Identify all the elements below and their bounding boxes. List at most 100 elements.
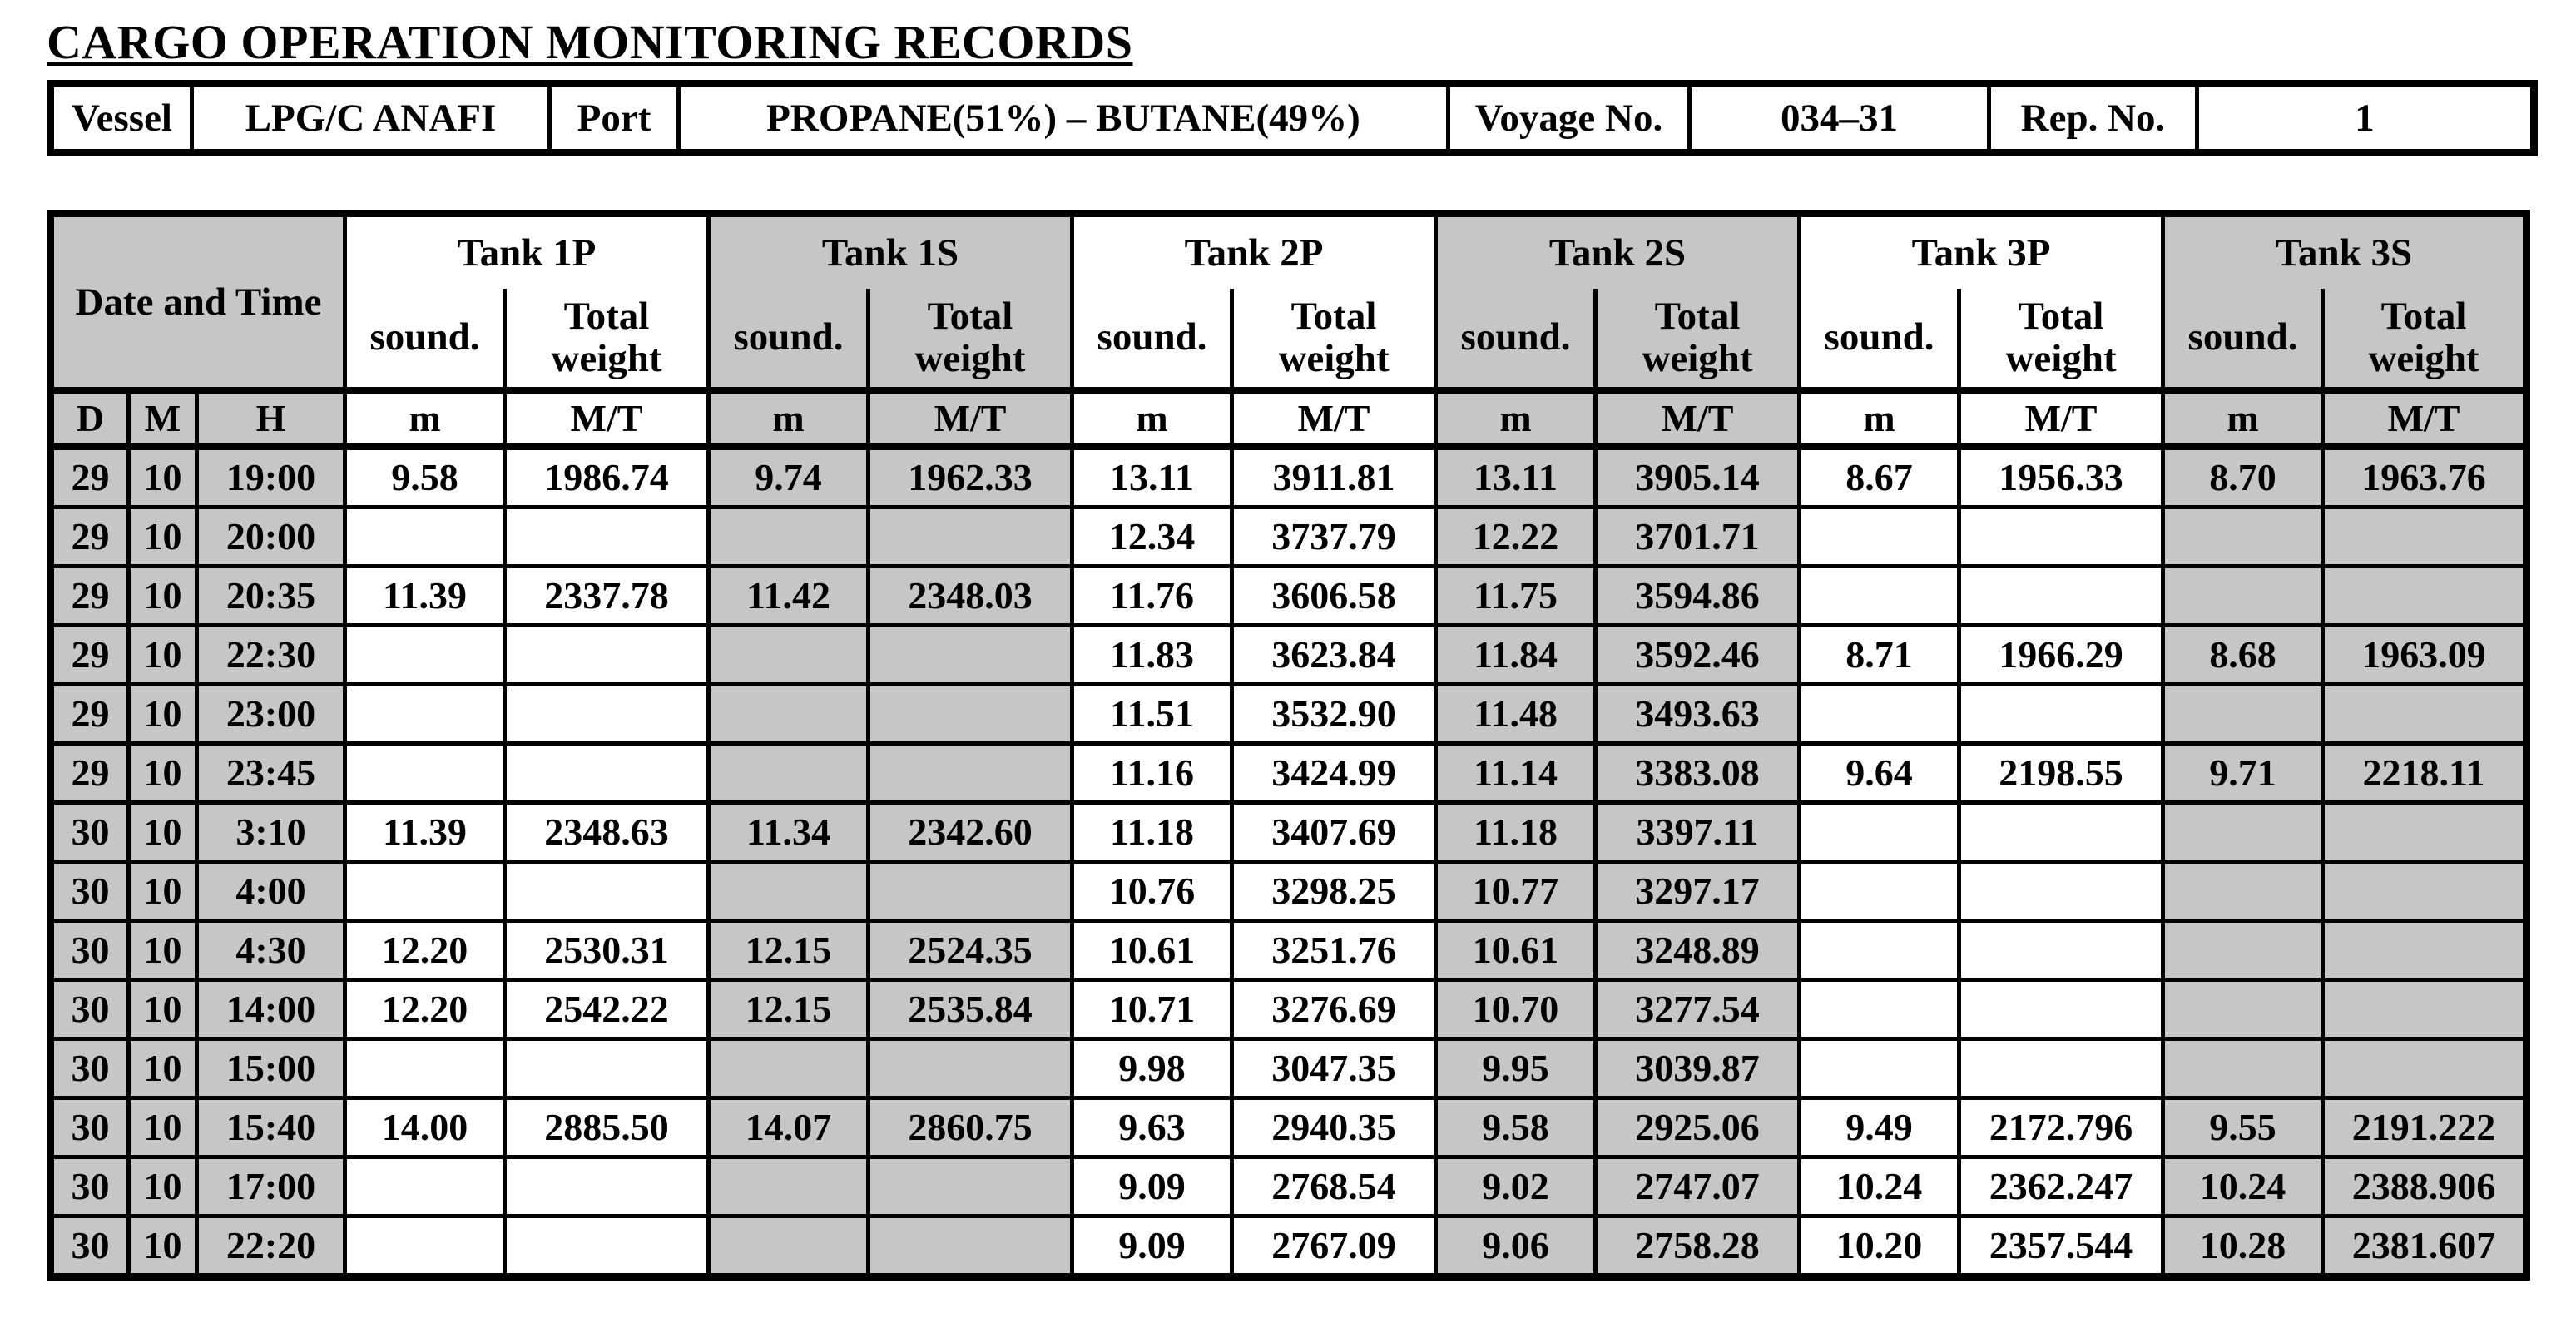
vessel-info-row: Vessel LPG/C ANAFI Port PROPANE(51%) – B… bbox=[48, 81, 2536, 155]
tank-3s-sounding-cell: 9.55 bbox=[2161, 1095, 2326, 1159]
month-cell: 10 bbox=[126, 504, 199, 568]
tank-3p-sounding-cell bbox=[1797, 918, 1962, 982]
voyage-label: Voyage No. bbox=[1446, 81, 1692, 155]
day-cell: 30 bbox=[48, 800, 131, 864]
tank-3s-sounding-cell: 10.28 bbox=[2161, 1213, 2326, 1279]
page-title: CARGO OPERATION MONITORING RECORDS bbox=[47, 15, 1133, 69]
tank-1p-weight-cell bbox=[503, 1213, 711, 1279]
unit-tank-3p-weight: M/T bbox=[1957, 386, 2166, 450]
tank-2s-sounding-cell: 13.11 bbox=[1434, 443, 1598, 509]
tank-3p-sounding-cell bbox=[1797, 859, 1962, 923]
tank-3p-weight-cell bbox=[1957, 918, 2166, 982]
table-row: 29 10 20:35 11.39 2337.78 11.42 2348.03 11.76… bbox=[48, 563, 2529, 627]
day-cell: 29 bbox=[48, 504, 131, 568]
tank-1s-sounding-cell bbox=[706, 504, 870, 568]
tank-3p-weight-cell: 1956.33 bbox=[1957, 443, 2166, 509]
tank-2p-weight-cell: 3623.84 bbox=[1230, 622, 1439, 686]
tank-2s-weight-cell: 3701.71 bbox=[1593, 504, 1802, 568]
table-row: 29 10 19:00 9.58 1986.74 9.74 1962.33 13.11 39… bbox=[48, 443, 2529, 509]
tank-2s-weight-cell: 2758.28 bbox=[1593, 1213, 1802, 1279]
tank-3p-weight-cell bbox=[1957, 977, 2166, 1041]
tank-2s-weight-cell: 3248.89 bbox=[1593, 918, 1802, 982]
subheader-tank-3s-total-weight: Total weight bbox=[2321, 286, 2529, 394]
tank-1p-sounding-cell: 9.58 bbox=[343, 443, 507, 509]
month-cell: 10 bbox=[126, 741, 199, 805]
tank-3s-weight-cell bbox=[2321, 563, 2529, 627]
header-date-col-d: D bbox=[48, 386, 131, 450]
tank-2s-weight-cell: 3297.17 bbox=[1593, 859, 1802, 923]
hour-cell: 15:00 bbox=[195, 1036, 347, 1100]
day-cell: 29 bbox=[48, 563, 131, 627]
table-row: 29 10 23:45 11.16 3424.99 11.14 3383.08 9.64 2… bbox=[48, 741, 2529, 805]
subheader-tank-2s-sounding: sound. bbox=[1434, 286, 1598, 394]
tank-1s-sounding-cell: 12.15 bbox=[706, 918, 870, 982]
tank-1s-weight-cell: 1962.33 bbox=[865, 443, 1075, 509]
hour-cell: 19:00 bbox=[195, 443, 347, 509]
tank-2p-sounding-cell: 10.71 bbox=[1070, 977, 1235, 1041]
tank-2s-sounding-cell: 11.75 bbox=[1434, 563, 1598, 627]
tank-1p-sounding-cell bbox=[343, 741, 507, 805]
unit-tank-2s-weight: M/T bbox=[1593, 386, 1802, 450]
hour-cell: 4:30 bbox=[195, 918, 347, 982]
month-cell: 10 bbox=[126, 1095, 199, 1159]
tank-3p-sounding-cell bbox=[1797, 1036, 1962, 1100]
tank-3s-sounding-cell bbox=[2161, 563, 2326, 627]
tank-3s-weight-cell: 1963.09 bbox=[2321, 622, 2529, 686]
tank-1p-weight-cell bbox=[503, 859, 711, 923]
tank-3s-weight-cell: 2191.222 bbox=[2321, 1095, 2529, 1159]
tank-1s-weight-cell bbox=[865, 1036, 1075, 1100]
month-cell: 10 bbox=[126, 859, 199, 923]
tank-1p-weight-cell: 2542.22 bbox=[503, 977, 711, 1041]
tank-2p-sounding-cell: 9.09 bbox=[1070, 1213, 1235, 1279]
port-label: Port bbox=[547, 81, 681, 155]
subheader-tank-3p-sounding: sound. bbox=[1797, 286, 1962, 394]
unit-tank-3s-sounding: m bbox=[2161, 386, 2326, 450]
tank-3s-weight-cell: 2381.607 bbox=[2321, 1213, 2529, 1279]
tank-2s-sounding-cell: 9.58 bbox=[1434, 1095, 1598, 1159]
tank-2s-sounding-cell: 10.70 bbox=[1434, 977, 1598, 1041]
tank-3s-weight-cell bbox=[2321, 681, 2529, 746]
month-cell: 10 bbox=[126, 1213, 199, 1279]
tank-1s-sounding-cell bbox=[706, 741, 870, 805]
tank-1p-sounding-cell bbox=[343, 1154, 507, 1218]
tank-3s-sounding-cell: 10.24 bbox=[2161, 1154, 2326, 1218]
tank-1p-weight-cell bbox=[503, 741, 711, 805]
header-row-tanks: Date and Time Tank 1P Tank 1S Tank 2P Tank 2… bbox=[48, 211, 2529, 393]
tank-1p-sounding-cell bbox=[343, 1036, 507, 1100]
tank-3p-sounding-cell: 8.67 bbox=[1797, 443, 1962, 509]
hour-cell: 17:00 bbox=[195, 1154, 347, 1218]
unit-tank-1p-weight: M/T bbox=[503, 386, 711, 450]
day-cell: 30 bbox=[48, 1213, 131, 1279]
tank-1s-sounding-cell: 12.15 bbox=[706, 977, 870, 1041]
tank-2p-sounding-cell: 11.83 bbox=[1070, 622, 1235, 686]
tank-1p-weight-cell bbox=[503, 1154, 711, 1218]
tank-2p-weight-cell: 2767.09 bbox=[1230, 1213, 1439, 1279]
table-row: 29 10 23:00 11.51 3532.90 11.48 3493.63 bbox=[48, 681, 2529, 746]
tank-3p-sounding-cell: 10.20 bbox=[1797, 1213, 1962, 1279]
tank-2s-weight-cell: 2925.06 bbox=[1593, 1095, 1802, 1159]
day-cell: 30 bbox=[48, 1154, 131, 1218]
header-date-col-m: M bbox=[126, 386, 199, 450]
table-row: 30 10 3:10 11.39 2348.63 11.34 2342.60 11.18 3… bbox=[48, 800, 2529, 864]
tank-2s-sounding-cell: 9.95 bbox=[1434, 1036, 1598, 1100]
tank-2s-weight-cell: 3397.11 bbox=[1593, 800, 1802, 864]
tank-3p-sounding-cell: 10.24 bbox=[1797, 1154, 1962, 1218]
hour-cell: 22:20 bbox=[195, 1213, 347, 1279]
tank-2s-sounding-cell: 11.14 bbox=[1434, 741, 1598, 805]
table-row: 30 10 17:00 9.09 2768.54 9.02 2747.07 10.24 23… bbox=[48, 1154, 2529, 1218]
tank-2p-sounding-cell: 10.76 bbox=[1070, 859, 1235, 923]
vessel-value: LPG/C ANAFI bbox=[190, 81, 552, 155]
tank-1s-sounding-cell bbox=[706, 1154, 870, 1218]
unit-tank-1p-sounding: m bbox=[343, 386, 507, 450]
hour-cell: 23:45 bbox=[195, 741, 347, 805]
tank-2p-sounding-cell: 11.51 bbox=[1070, 681, 1235, 746]
tank-2p-weight-cell: 3606.58 bbox=[1230, 563, 1439, 627]
tank-2p-sounding-cell: 11.16 bbox=[1070, 741, 1235, 805]
tank-2s-weight-cell: 3493.63 bbox=[1593, 681, 1802, 746]
hour-cell: 15:40 bbox=[195, 1095, 347, 1159]
table-row: 30 10 15:00 9.98 3047.35 9.95 3039.87 bbox=[48, 1036, 2529, 1100]
tank-1p-sounding-cell bbox=[343, 504, 507, 568]
month-cell: 10 bbox=[126, 977, 199, 1041]
header-tank-2s: Tank 2S bbox=[1434, 211, 1802, 289]
tank-3s-sounding-cell bbox=[2161, 977, 2326, 1041]
